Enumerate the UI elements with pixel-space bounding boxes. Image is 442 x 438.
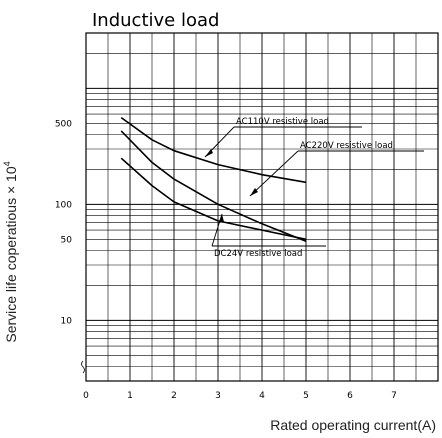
series-layer	[120, 116, 307, 243]
series-label: AC110V resistive load	[236, 117, 329, 127]
x-tick-label: 1	[127, 391, 133, 401]
x-tick-label: 6	[347, 391, 353, 401]
series-label: AC220V resistive load	[300, 141, 393, 151]
y-axis-title-group: Service life coperatious × 104	[2, 161, 19, 342]
x-tick-label: 2	[171, 391, 177, 401]
y-axis: 10 50 100 500	[55, 119, 85, 374]
y-axis-title-exponent: 4	[2, 161, 12, 166]
y-tick-label: 500	[55, 119, 72, 129]
x-axis: 0 1 2 3 4 5 6 7	[83, 391, 397, 401]
x-tick-label: 5	[303, 391, 309, 401]
chart-title: Inductive load	[92, 10, 219, 31]
leader-arrowhead	[219, 214, 224, 222]
series-line	[120, 116, 307, 184]
axis-break-mark	[81, 360, 85, 374]
y-axis-title: Service life coperatious × 104	[2, 161, 19, 342]
x-tick-label: 4	[259, 391, 265, 401]
y-tick-label: 50	[61, 235, 73, 245]
x-axis-title: Rated operating current(A)	[270, 417, 436, 433]
y-tick-label: 100	[55, 200, 72, 210]
x-tick-label: 7	[391, 391, 397, 401]
series-line	[120, 130, 307, 243]
leader-arrowhead	[205, 149, 213, 157]
grid	[85, 32, 439, 382]
series-line	[120, 157, 307, 241]
x-tick-label: 0	[83, 391, 89, 401]
leader-arrowhead	[250, 188, 258, 196]
leader-line	[249, 150, 299, 197]
annotations: AC110V resistive load AC220V resistive lo…	[204, 117, 424, 259]
y-axis-title-text: Service life coperatious × 10	[3, 166, 19, 342]
x-tick-label: 3	[215, 391, 221, 401]
y-tick-label: 10	[61, 316, 73, 326]
series-label: DC24V resistive load	[214, 249, 302, 259]
plot-border	[85, 32, 439, 382]
